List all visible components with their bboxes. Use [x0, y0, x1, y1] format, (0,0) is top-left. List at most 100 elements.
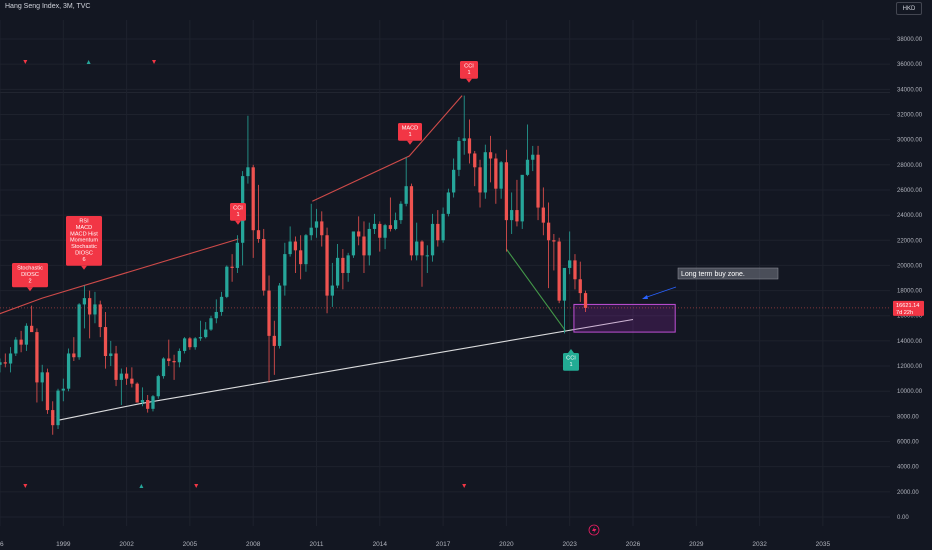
candle-body: [272, 335, 276, 346]
candle-body: [573, 260, 577, 280]
symbol-title[interactable]: Hang Seng Index, 3M, TVC: [5, 3, 91, 10]
signal-label-cci-2007-text: 1: [236, 212, 239, 218]
x-tick-label: 1999: [56, 541, 71, 548]
candle-body: [214, 311, 218, 319]
candle-body: [335, 257, 340, 286]
candle-body: [483, 152, 487, 193]
x-tick-label: 2014: [373, 541, 388, 548]
trendline: [505, 248, 566, 332]
y-tick-label: 4000.00: [897, 465, 919, 471]
candle-body: [103, 327, 108, 356]
signal-label-cci-2022-text: 1: [569, 362, 572, 368]
candle-body: [441, 213, 445, 241]
buy-zone-rectangle[interactable]: [573, 303, 676, 333]
candle-body: [583, 293, 588, 308]
annotation-text: Long term buy zone.: [681, 271, 745, 278]
candle-body: [515, 210, 519, 222]
signal-label-multi-text: 6: [82, 257, 85, 263]
candle-body: [219, 296, 224, 312]
time-axis[interactable]: 96 1999 2002 2005 2008 2011 2014 2017 2020 2023 20…: [0, 541, 831, 548]
candle-body: [88, 298, 92, 315]
signal-label-cci-2018-pointer-icon: [466, 78, 472, 83]
signal-label-cci-2022-text: CCI: [566, 356, 576, 362]
candle-body: [130, 378, 134, 384]
annotation-box: [677, 267, 779, 280]
candle-body: [109, 353, 113, 356]
signal-label-cci-2022-pointer-icon: [568, 349, 574, 353]
signal-label-macd-text: MACD: [402, 126, 418, 132]
candle-body: [351, 231, 356, 256]
buy-zone-annotation[interactable]: Long term buy zone.: [642, 267, 779, 299]
candle-body: [467, 138, 472, 154]
candle-body: [436, 223, 440, 241]
candlestick-series: [0, 95, 588, 435]
candle-body: [378, 223, 382, 238]
candle-body: [182, 338, 187, 351]
candle-body: [525, 159, 530, 175]
y-tick-label: 32000.00: [897, 112, 923, 118]
candle-body: [198, 337, 203, 339]
currency-button[interactable]: HKD: [896, 2, 922, 15]
x-tick-label: 2029: [689, 541, 704, 548]
y-tick-label: 8000.00: [897, 414, 919, 420]
y-tick-label: 38000.00: [897, 37, 923, 43]
candle-body: [172, 361, 176, 363]
candle-body: [30, 325, 34, 333]
candle-body: [283, 254, 287, 286]
candle-body: [0, 362, 2, 365]
candle-body: [209, 318, 213, 330]
candle-body: [330, 285, 334, 296]
x-tick-label: 2017: [436, 541, 451, 548]
signal-label-cci-2007-box: [230, 203, 246, 221]
y-tick-label: 26000.00: [897, 188, 923, 194]
last-price-tag: 16621.14 7d 22h: [893, 300, 924, 316]
signal-label-multi-pointer-icon: [81, 265, 87, 270]
candle-body: [61, 388, 65, 391]
signal-label-cci-2018-box: [460, 61, 478, 79]
trendline: [0, 238, 239, 315]
candle-body: [562, 267, 567, 301]
x-tick-label: 2005: [183, 541, 198, 548]
candle-body: [293, 241, 298, 251]
candle-body: [146, 400, 150, 409]
candle-body: [510, 210, 514, 221]
candle-body: [409, 186, 414, 256]
signal-label-multi-text: MACD: [76, 225, 92, 231]
signal-label-multi-text: MACD Hist: [70, 231, 98, 237]
signal-label-multi-text: RSI: [79, 219, 89, 225]
candle-body: [77, 304, 81, 358]
signal-label-multi-box: [66, 216, 102, 266]
candle-body: [552, 240, 556, 242]
price-axis[interactable]: 0.00 2000.00 4000.00 6000.00 8000.00 10000.00…: [897, 37, 923, 521]
lightning-icon[interactable]: [588, 524, 600, 536]
triangle-up-icon: [139, 484, 144, 488]
arrow-head-icon: [642, 295, 648, 299]
candle-body: [288, 241, 292, 255]
y-tick-label: 28000.00: [897, 163, 923, 169]
candle-body: [299, 250, 303, 265]
candle-body: [393, 220, 398, 229]
candle-body: [66, 353, 71, 389]
candle-body: [568, 260, 572, 268]
candle-body: [399, 203, 403, 221]
signal-label-stochastic-box: [12, 263, 48, 288]
y-tick-label: 24000.00: [897, 213, 923, 219]
candle-body: [346, 255, 350, 273]
candle-body: [546, 222, 551, 241]
candle-body: [452, 169, 456, 193]
candle-body: [383, 225, 387, 238]
signal-label-macd-text: 1: [408, 132, 411, 138]
candle-body: [520, 174, 524, 222]
x-tick-label: 2011: [310, 541, 324, 548]
y-tick-label: 6000.00: [897, 440, 919, 446]
